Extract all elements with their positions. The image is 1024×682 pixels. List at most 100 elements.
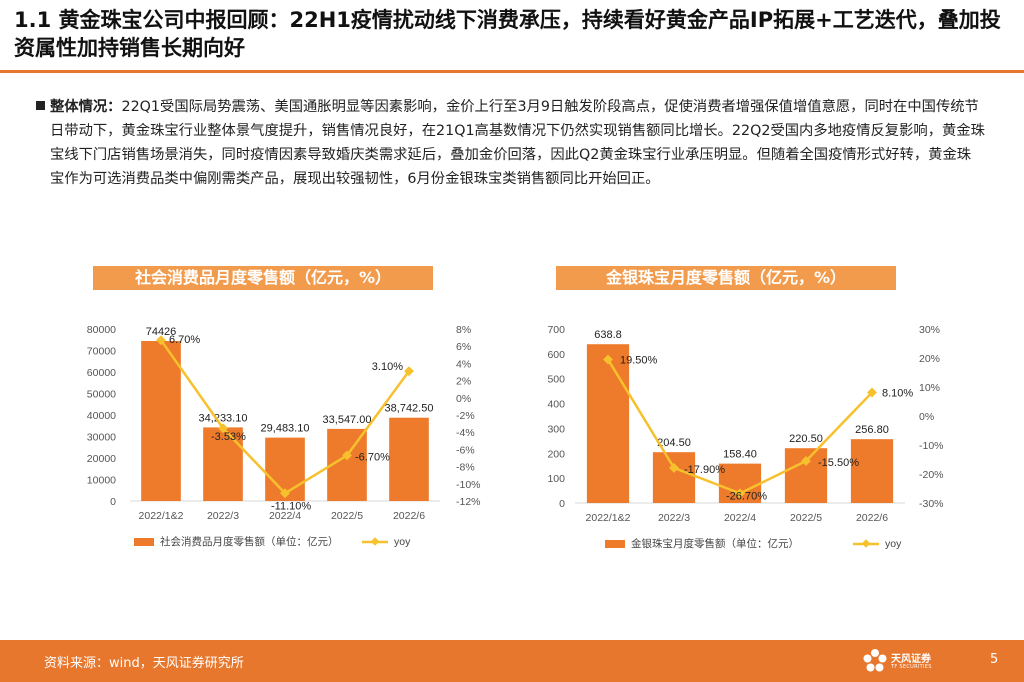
flower-logo-icon	[863, 649, 887, 672]
y-tick-label: 60000	[87, 367, 116, 379]
summary-lead: 整体情况：	[50, 99, 122, 115]
x-tick-label: 2022/5	[790, 512, 822, 524]
y-tick-label: 20000	[87, 453, 116, 465]
y-tick-label: 50000	[87, 389, 116, 401]
legend-bar-label: 社会消费品月度零售额（单位：亿元）	[160, 535, 339, 548]
x-tick-label: 2022/6	[393, 510, 425, 522]
yoy-point	[280, 488, 290, 499]
y2-tick-label: 20%	[919, 353, 940, 365]
yoy-value-label: 19.50%	[620, 354, 658, 366]
bullet-square-icon	[36, 101, 45, 110]
bar	[389, 417, 429, 501]
y2-tick-label: -12%	[456, 496, 481, 508]
y-tick-label: 100	[547, 473, 565, 485]
yoy-value-label: -11.10%	[271, 500, 311, 512]
yoy-point	[669, 462, 679, 473]
page-number: 5	[990, 652, 999, 667]
y2-tick-label: -20%	[919, 469, 944, 481]
bar	[203, 427, 243, 501]
y-tick-label: 400	[547, 399, 565, 411]
y2-tick-label: -6%	[456, 444, 475, 456]
y-tick-label: 200	[547, 448, 565, 460]
y2-tick-label: -4%	[456, 427, 475, 439]
y2-tick-label: 2%	[456, 376, 471, 388]
yoy-point	[218, 423, 228, 434]
bar-value-label: 29,483.10	[261, 423, 310, 435]
x-tick-label: 2022/1&2	[139, 510, 184, 522]
y-tick-label: 600	[547, 349, 565, 361]
bar-value-label: 33,547.00	[323, 414, 372, 426]
bar	[652, 452, 696, 503]
yoy-point	[867, 387, 877, 398]
x-tick-label: 2022/6	[856, 512, 888, 524]
chart-title-jewelry: 金银珠宝月度零售额（亿元，%）	[556, 266, 896, 290]
bar-value-label: 158.40	[723, 449, 757, 461]
yoy-point	[342, 450, 352, 461]
bar-value-label: 220.50	[789, 433, 823, 445]
y-tick-label: 500	[547, 374, 565, 386]
y-tick-label: 40000	[87, 410, 116, 422]
footer-source: 资料来源：wind，天风证券研究所	[44, 656, 244, 671]
y-tick-label: 80000	[87, 324, 116, 336]
footer-brand: 天风证券	[891, 654, 931, 665]
legend-bar-swatch	[134, 538, 154, 546]
bar-value-label: 38,742.50	[385, 403, 434, 415]
x-tick-label: 2022/1&2	[586, 512, 631, 524]
y2-tick-label: 6%	[456, 341, 471, 353]
y2-tick-label: 10%	[919, 382, 940, 394]
bar-value-label: 256.80	[855, 424, 889, 436]
jewelry-sales-chart: 700 600 500 400 300 200 100 0 30% 20% 10% 0% -10% -20…	[547, 324, 944, 550]
x-tick-label: 2022/4	[724, 512, 756, 524]
yoy-point	[735, 488, 745, 499]
yoy-point	[156, 335, 166, 346]
y-tick-label: 0	[110, 496, 116, 508]
title-divider	[0, 70, 1024, 73]
bar-value-label: 34,233.10	[199, 412, 248, 424]
x-tick-label: 2022/3	[207, 510, 239, 522]
summary-text: 22Q1受国际局势震荡、美国通胀明显等因素影响，金价上行至3月9日触发阶段高点，…	[50, 99, 985, 187]
yoy-value-label: -6.70%	[355, 451, 390, 463]
x-tick-label: 2022/5	[331, 510, 363, 522]
yoy-value-label: 6.70%	[169, 334, 200, 346]
y2-tick-label: -30%	[919, 498, 944, 510]
yoy-value-label: -3.53%	[211, 431, 246, 443]
legend-bar-label: 金银珠宝月度零售额（单位：亿元）	[631, 537, 799, 550]
retail-sales-chart: 80000 70000 60000 50000 40000 30000 20000 10000…	[87, 324, 481, 548]
footer-brand-en: TF SECURITIES	[891, 664, 932, 670]
legend-line-label: yoy	[885, 538, 902, 550]
bar	[850, 439, 894, 503]
legend-line-marker	[370, 537, 380, 546]
y-tick-label: 700	[547, 324, 565, 336]
yoy-value-label: -17.90%	[684, 464, 725, 476]
legend-bar-swatch	[605, 540, 625, 548]
y-tick-label: 0	[559, 498, 565, 510]
footer-bar	[0, 640, 1024, 682]
y-tick-label: 10000	[87, 475, 116, 487]
y2-tick-label: -8%	[456, 462, 475, 474]
yoy-value-label: -15.50%	[818, 457, 859, 469]
y-tick-label: 70000	[87, 346, 116, 358]
y2-tick-label: 8%	[456, 324, 471, 336]
yoy-value-label: 8.10%	[882, 388, 913, 400]
x-tick-label: 2022/3	[658, 512, 690, 524]
bar	[586, 344, 630, 503]
yoy-point	[801, 456, 811, 466]
summary-paragraph: 整体情况：22Q1受国际局势震荡、美国通胀明显等因素影响，金价上行至3月9日触发…	[50, 95, 985, 191]
yoy-point	[603, 354, 613, 365]
y2-tick-label: -2%	[456, 410, 475, 422]
x-tick-label: 2022/4	[269, 510, 301, 522]
yoy-value-label: 3.10%	[372, 361, 403, 373]
y-tick-label: 300	[547, 423, 565, 435]
y2-tick-label: 0%	[919, 411, 934, 423]
chart-title-retail: 社会消费品月度零售额（亿元，%）	[93, 266, 433, 290]
y2-tick-label: 30%	[919, 324, 940, 336]
y2-tick-label: 4%	[456, 358, 471, 370]
legend-line-marker	[861, 539, 871, 548]
y2-tick-label: -10%	[456, 479, 481, 491]
bar-value-label: 204.50	[657, 437, 691, 449]
yoy-value-label: -26.70%	[726, 490, 767, 502]
y2-tick-label: -10%	[919, 440, 944, 452]
y-tick-label: 30000	[87, 432, 116, 444]
bar-value-label: 638.8	[594, 329, 622, 341]
y2-tick-label: 0%	[456, 393, 471, 405]
